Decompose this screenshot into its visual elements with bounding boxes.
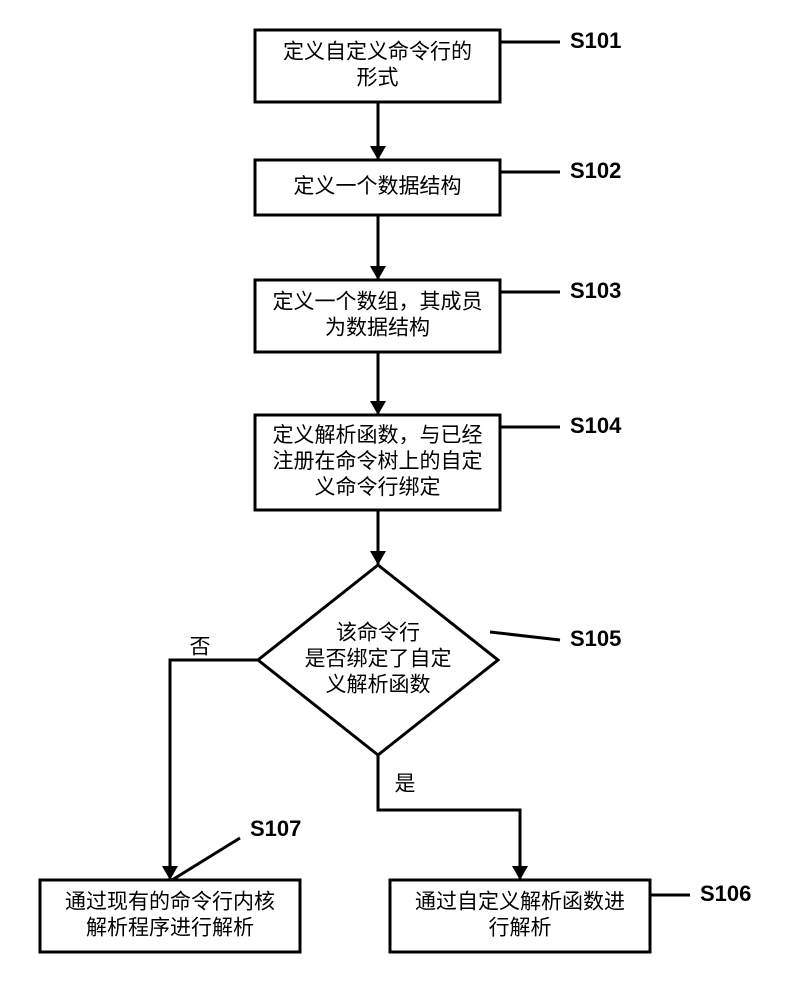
node-text: 是否绑定了自定 (305, 648, 452, 671)
edge-label: 是 (395, 773, 416, 796)
step-label: S102 (570, 158, 621, 183)
node-text: 该命令行 (336, 622, 420, 645)
step-label: S101 (570, 28, 621, 53)
node-text: 定义解析函数，与已经 (273, 424, 483, 447)
node-text: 行解析 (489, 917, 552, 940)
node-text: 义解析函数 (326, 674, 431, 697)
step-label: S106 (700, 881, 751, 906)
node-text: 形式 (357, 67, 399, 90)
edge-label: 否 (190, 636, 211, 659)
node-text: 定义一个数据结构 (294, 175, 462, 198)
step-label: S103 (570, 278, 621, 303)
step-label: S107 (250, 816, 301, 841)
node-text: 定义自定义命令行的 (283, 41, 472, 64)
node-text: 通过现有的命令行内核 (65, 891, 275, 914)
node-text: 通过自定义解析函数进 (415, 891, 625, 914)
step-label: S105 (570, 626, 621, 651)
node-text: 注册在命令树上的自定 (273, 450, 483, 473)
node-text: 定义一个数组，其成员 (273, 291, 483, 314)
step-label: S104 (570, 413, 622, 438)
node-text: 解析程序进行解析 (86, 917, 254, 940)
flowchart-canvas: 否是 定义自定义命令行的形式 S101 定义一个数据结构 S102 定义一个数组，其成员为… (0, 0, 790, 1000)
node-text: 为数据结构 (325, 317, 430, 340)
node-text: 义命令行绑定 (315, 476, 441, 499)
